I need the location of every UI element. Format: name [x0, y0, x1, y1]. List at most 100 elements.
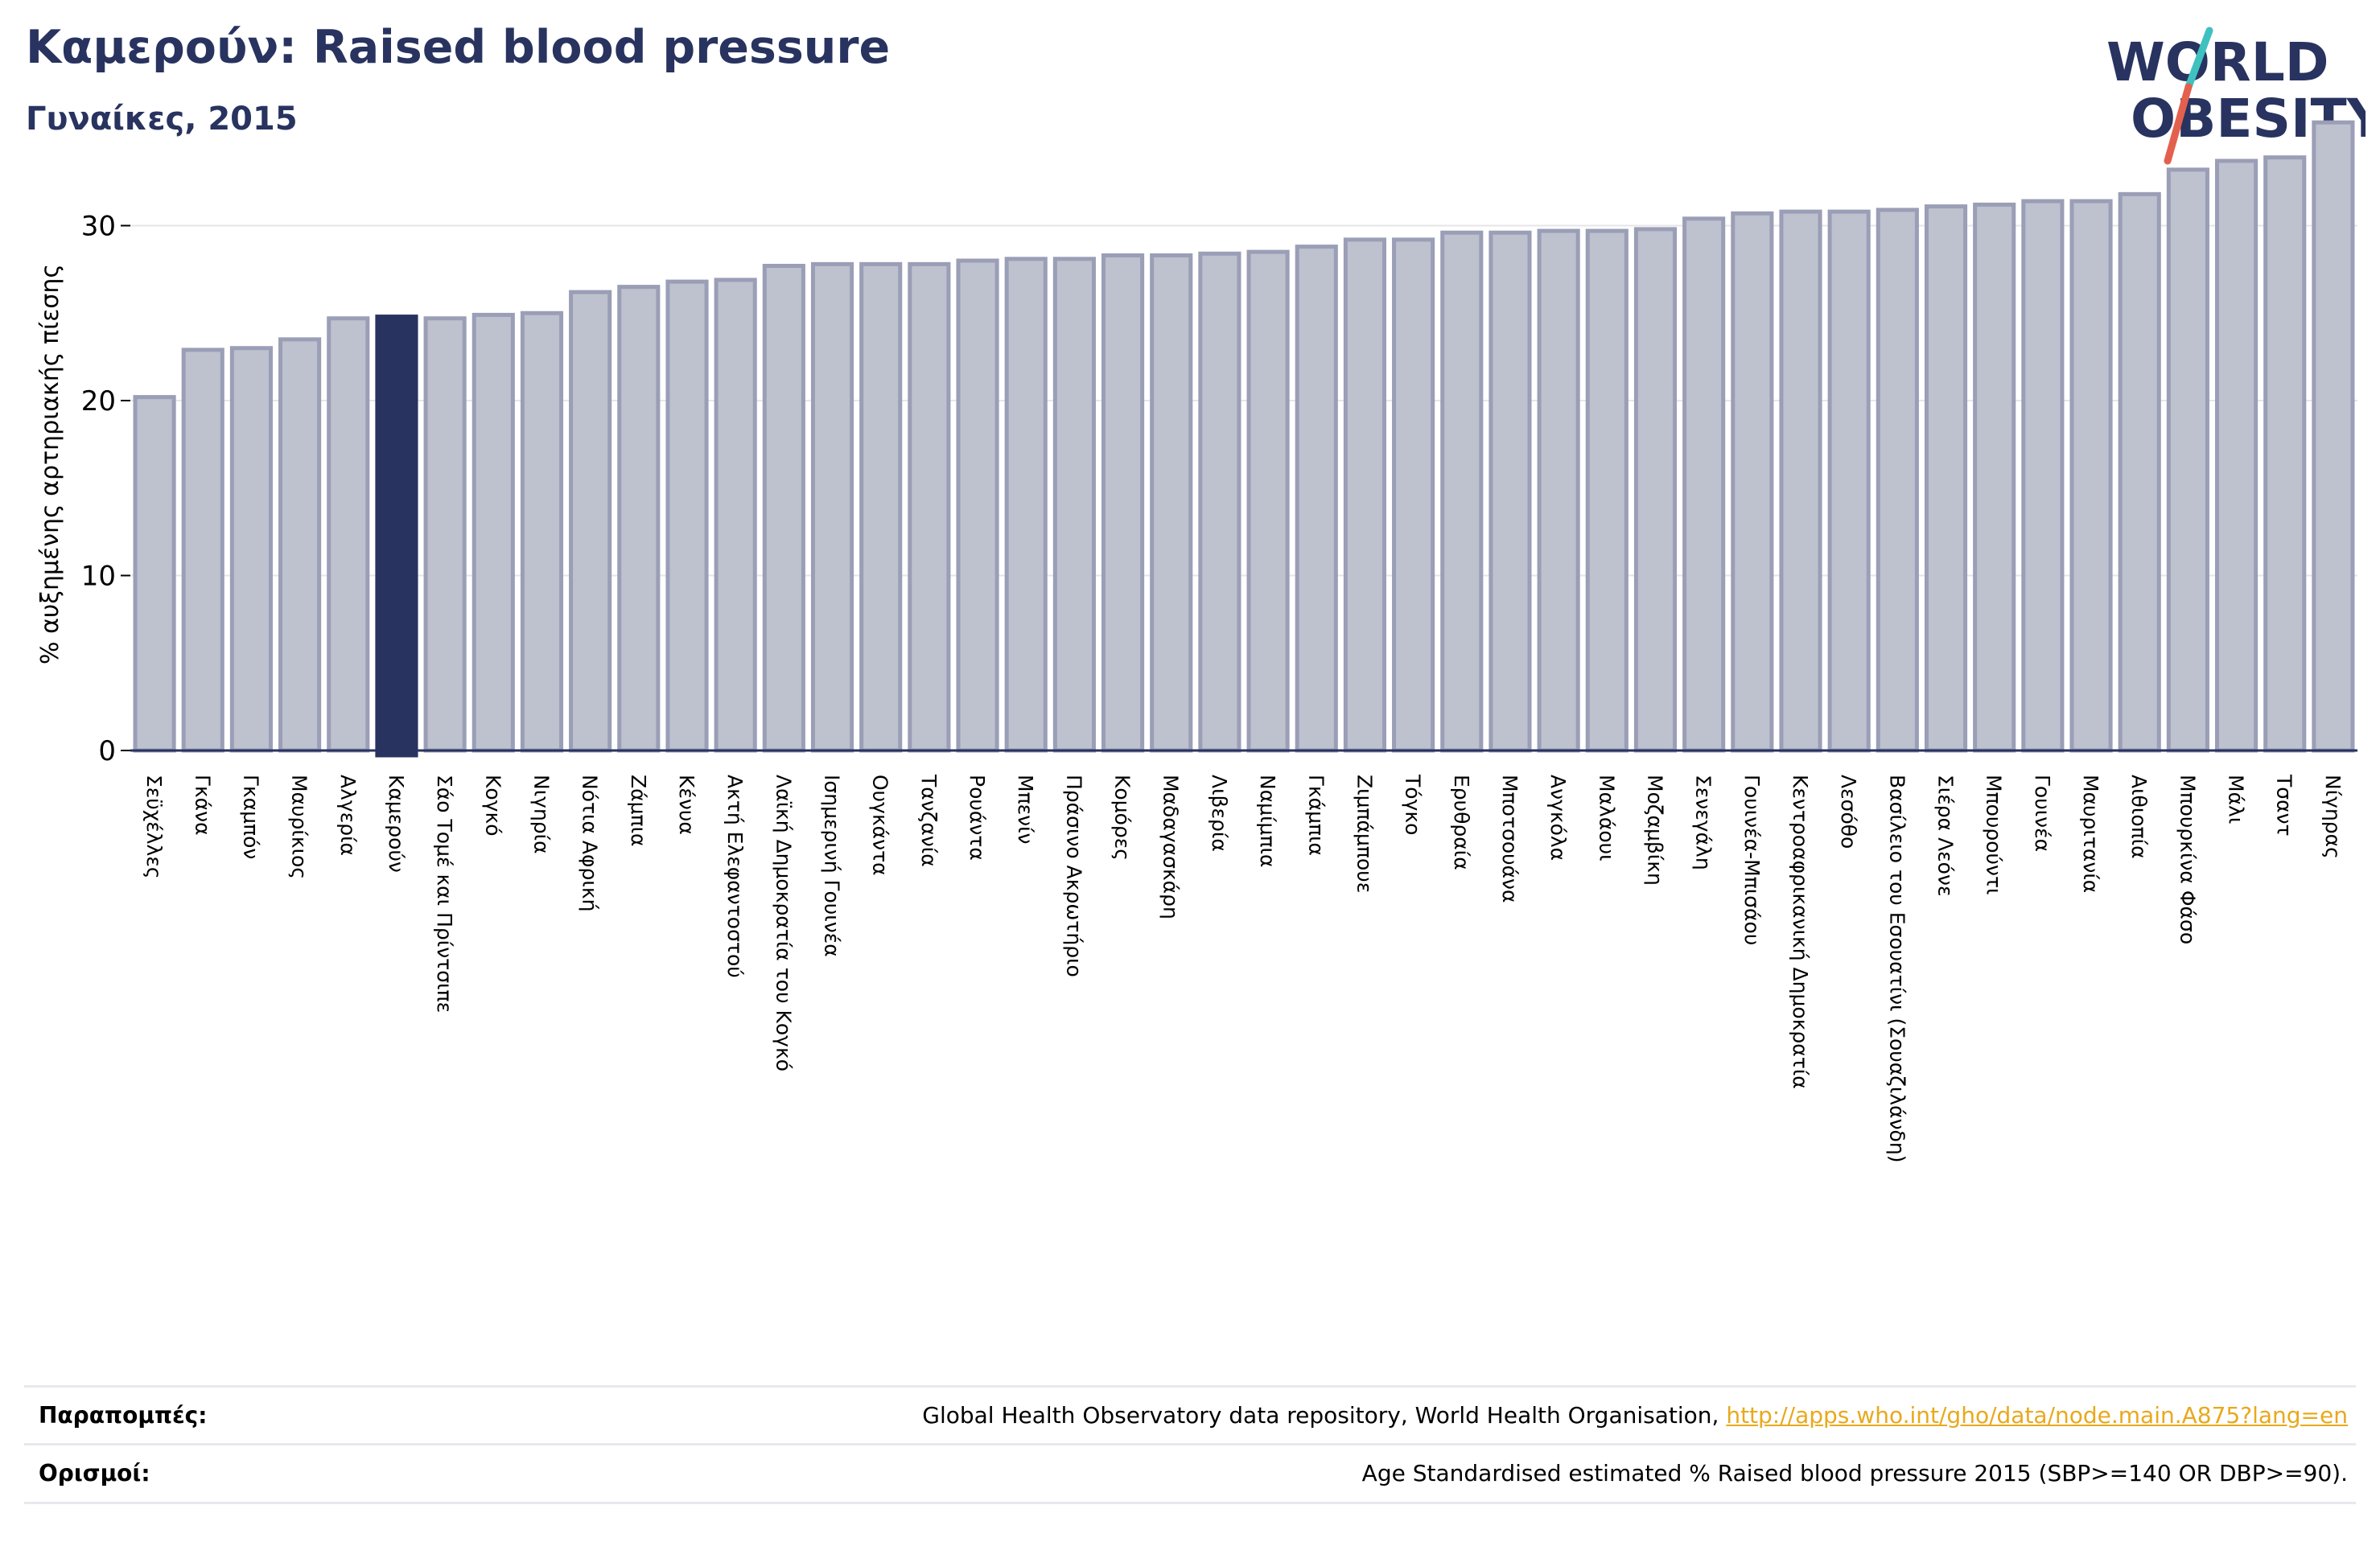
bar: [278, 337, 322, 753]
x-tick-label: Μαλάουι: [1595, 775, 1618, 861]
y-tick-label: 20: [81, 385, 116, 417]
y-tick-label: 0: [98, 735, 116, 767]
x-tick-label: Μπουρούντι: [1983, 775, 2006, 895]
bar: [1052, 257, 1096, 753]
bar: [2069, 199, 2113, 753]
references-value: Global Health Observatory data repositor…: [922, 1402, 2348, 1429]
x-tick-label: Νιγηρία: [529, 775, 553, 854]
x-tick-label: Νίγηρας: [2321, 775, 2345, 859]
bar: [1827, 209, 1871, 753]
bar: [1246, 249, 1290, 753]
definitions-label: Ορισμοί:: [39, 1460, 150, 1486]
bar: [181, 347, 224, 753]
y-tick-label: 30: [81, 211, 116, 243]
bar: [1633, 227, 1678, 753]
x-tick-label: Μπενίν: [1014, 775, 1037, 845]
world-obesity-logo: WORLD OBESITY: [2106, 27, 2366, 165]
x-tick-label: Γουινέα: [2031, 775, 2054, 852]
bar: [327, 316, 370, 753]
x-tick-label: Γουινέα-Μπισάου: [1740, 775, 1764, 945]
bar: [1343, 237, 1387, 753]
bar: [1440, 230, 1484, 753]
x-tick-label: Καμερούν: [385, 775, 408, 873]
x-tick-label: Ζάμπια: [627, 775, 650, 847]
x-tick-label: Τόγκο: [1402, 774, 1425, 835]
x-tick-label: Αλγερία: [336, 775, 360, 856]
bar: [956, 258, 999, 753]
page-subtitle: Γυναίκες, 2015: [26, 101, 298, 138]
x-tick-label: Μάλι: [2225, 775, 2248, 824]
bar: [1973, 202, 2016, 753]
bar-chart: 0 10 20 30 Σεϋχέλλες Γκάνα Γκαμπόν Μαυρίκιος Αλγ…: [36, 120, 2357, 1162]
references-link[interactable]: http://apps.who.int/gho/data/node.main.A…: [1726, 1402, 2348, 1429]
bar: [1489, 230, 1532, 753]
bar: [1004, 257, 1048, 753]
x-tick-label: Μαυρίκιος: [288, 775, 311, 879]
x-tick-label: Λιβερία: [1208, 775, 1231, 852]
logo-slash-red: [2164, 83, 2193, 165]
bar: [810, 261, 854, 753]
bar: [2263, 155, 2307, 753]
bar: [1198, 251, 1241, 753]
bar: [2118, 191, 2161, 753]
bar: [1779, 209, 1822, 753]
x-tick-label: Μαδαγασκάρη: [1159, 775, 1183, 919]
x-tick-label: Κογκό: [481, 775, 504, 837]
references-row: Παραπομπές: Global Health Observatory da…: [24, 1385, 2356, 1444]
x-tick-label: Ακτή Ελεφαντοστού: [723, 775, 747, 978]
bar: [859, 261, 903, 753]
bar: [1295, 245, 1338, 753]
x-tick-label: Τανζανία: [917, 774, 941, 867]
bar: [423, 316, 467, 753]
bar: [908, 261, 951, 753]
x-tick-label: Νότια Αφρική: [579, 775, 602, 911]
x-tick-label: Ερυθραία: [1450, 775, 1473, 870]
bar: [1924, 204, 1968, 753]
x-tick-label: Μπουρκίνα Φάσο: [2176, 775, 2199, 944]
y-tick-label: 10: [81, 561, 116, 593]
x-tick-label: Σενεγάλη: [1692, 775, 1715, 870]
x-tick-label: Κένυα: [675, 775, 698, 835]
bar: [133, 395, 176, 753]
bar: [520, 310, 564, 753]
x-tick-label: Σάο Τομέ και Πρίντσιπε: [433, 775, 456, 1013]
definitions-text: Age Standardised estimated % Raised bloo…: [1361, 1460, 2348, 1486]
bar: [1585, 228, 1629, 753]
x-tick-label: Βασίλειο του Εσουατίνι (Σουαζιλάνδη): [1885, 775, 1909, 1162]
bar: [665, 279, 709, 753]
bar: [1150, 253, 1193, 753]
definitions-row: Ορισμοί: Age Standardised estimated % Ra…: [24, 1443, 2356, 1504]
bar: [229, 346, 274, 753]
x-tick-label: Ουγκάντα: [869, 775, 892, 876]
bar: [617, 285, 661, 753]
x-tick-label: Κομόρες: [1111, 775, 1134, 861]
x-tick-label: Λαϊκή Δημοκρατία του Κογκό: [772, 775, 795, 1071]
bar: [2214, 158, 2259, 753]
x-tick-label: Γκάμπια: [1304, 775, 1328, 856]
x-tick-label: Γκαμπόν: [239, 775, 262, 859]
x-tick-label: Ανγκόλα: [1546, 775, 1570, 861]
bar-layer: [133, 120, 2355, 758]
x-tick-label: Ζιμπάμπουε: [1353, 775, 1376, 893]
x-tick-label: Σεϋχέλλες: [142, 775, 166, 879]
axis-layer: 0 10 20 30 Σεϋχέλλες Γκάνα Γκαμπόν Μαυρίκιος Αλγ…: [81, 211, 2357, 1162]
x-tick-label: Μοζαμβίκη: [1643, 775, 1666, 886]
bar: [2021, 199, 2065, 753]
page-title: Καμερούν: Raised blood pressure: [26, 21, 891, 74]
logo-line1: WORLD: [2106, 31, 2329, 93]
bar: [569, 290, 612, 753]
bar: [1682, 216, 1726, 753]
x-tick-label: Σιέρα Λεόνε: [1934, 775, 1958, 896]
x-tick-label: Λεσόθο: [1837, 775, 1860, 849]
logo-slash-teal: [2184, 27, 2213, 91]
x-tick-label: Γκάνα: [191, 775, 214, 836]
x-tick-label: Ισημερινή Γουινέα: [821, 775, 844, 957]
bar: [762, 264, 805, 753]
references-text: Global Health Observatory data repositor…: [922, 1402, 1727, 1429]
x-tick-label: Αιθιοπία: [2127, 775, 2151, 859]
references-label: Παραπομπές:: [39, 1402, 208, 1429]
bar: [1392, 237, 1435, 753]
bar: [2166, 167, 2209, 753]
x-tick-label: Πράσινο Ακρωτήριο: [1062, 775, 1085, 977]
x-tick-label: Μαυριτανία: [2079, 775, 2102, 893]
